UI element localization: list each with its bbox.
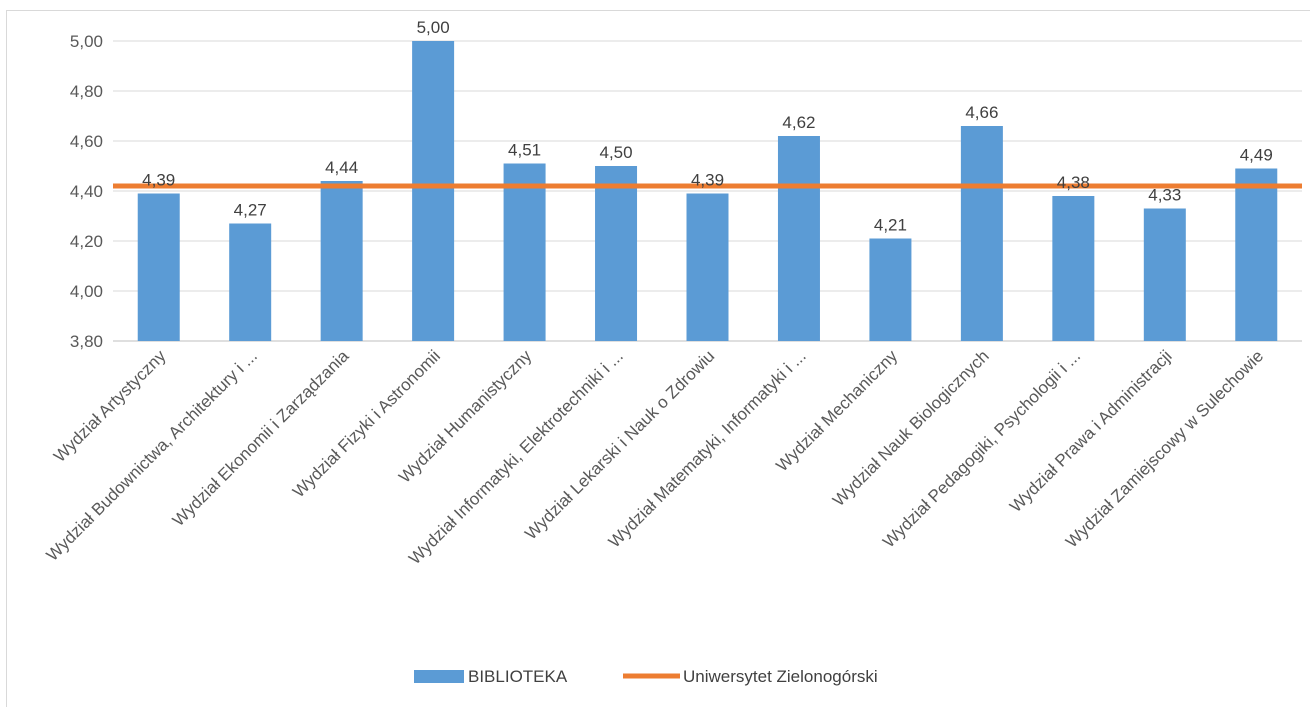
bar [229,223,272,341]
data-label: 4,38 [1057,173,1090,192]
bar [412,41,455,341]
bar [869,238,912,341]
data-label: 4,51 [508,141,541,160]
bar [1235,168,1278,341]
data-label: 4,39 [691,171,724,190]
data-label: 5,00 [417,18,450,37]
x-tick-label: Wydział Prawa i Administracji [1006,346,1176,516]
bar [686,193,729,341]
legend-label-biblioteka: BIBLIOTEKA [468,667,568,686]
y-tick-label: 3,80 [70,332,103,351]
y-axis: 3,80 4,00 4,20 4,40 4,60 4,80 5,00 [70,32,103,351]
data-label: 4,21 [874,216,907,235]
y-tick-label: 4,00 [70,282,103,301]
data-label: 4,66 [965,103,998,122]
data-label: 4,44 [325,158,358,177]
y-tick-label: 4,80 [70,82,103,101]
data-label: 4,49 [1240,146,1273,165]
legend-label-uniwersytet: Uniwersytet Zielonogórski [683,667,878,686]
legend: BIBLIOTEKA Uniwersytet Zielonogórski [414,667,878,686]
x-tick-label: Wydział Ekonomii i Zarządzania [169,346,353,530]
bar [595,166,638,341]
x-tick-label: Wydział Pedagogiki, Psychologii i ... [879,346,1084,551]
y-tick-label: 4,20 [70,232,103,251]
x-tick-label: Wydział Matematyki, Informatyki i ... [605,346,810,551]
bars [137,41,1278,341]
x-tick-label: Wydział Nauk Biologicznych [829,346,993,510]
bar [320,181,363,341]
bar [777,136,820,341]
legend-swatch-biblioteka [414,670,464,683]
y-tick-label: 5,00 [70,32,103,51]
x-tick-label: Wydział Budownictwa, Architektury i ... [43,346,261,564]
bar [1052,196,1095,341]
data-label: 4,62 [782,113,815,132]
bar [137,193,180,341]
data-label: 4,27 [234,201,267,220]
bar [1143,208,1186,341]
data-labels: 4,39 4,27 4,44 5,00 4,51 4,50 4,39 4,62 4,21 4,66… [142,18,1273,235]
data-label: 4,50 [599,143,632,162]
chart-frame [6,10,1310,707]
x-tick-label: Wydział Fizyki i Astronomii [289,346,444,501]
bar [503,163,546,341]
data-label: 4,33 [1148,186,1181,205]
x-tick-label: Wydział Lekarski i Nauk o Zdrowiu [521,346,718,543]
y-tick-label: 4,40 [70,182,103,201]
y-tick-label: 4,60 [70,132,103,151]
x-tick-label: Wydział Zamiejscowy w Sulechowie [1062,346,1267,551]
data-label: 4,39 [142,171,175,190]
bar [960,126,1003,341]
